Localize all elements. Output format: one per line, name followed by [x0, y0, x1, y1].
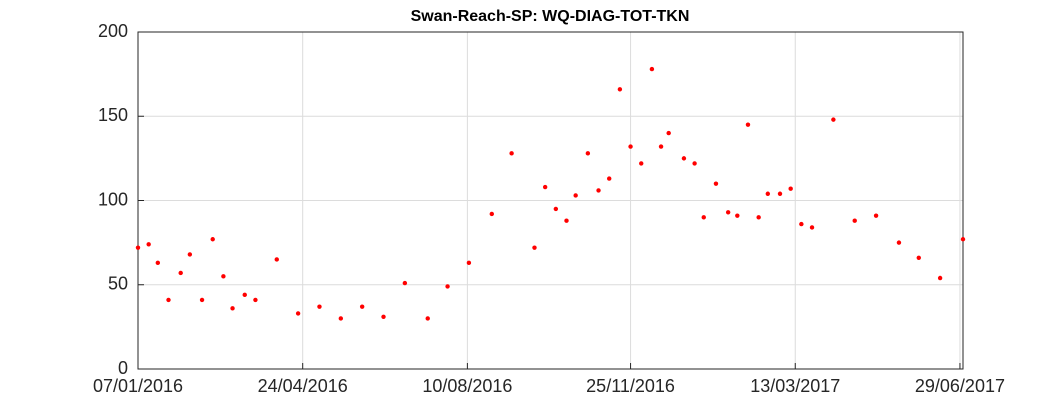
data-point	[166, 297, 171, 303]
data-point	[553, 206, 559, 212]
data-point	[765, 191, 771, 196]
data-point	[509, 151, 514, 156]
x-tick-label: 29/06/2017	[915, 376, 1005, 396]
data-point	[573, 193, 578, 198]
data-point	[725, 210, 731, 215]
data-point	[230, 306, 235, 311]
data-point	[585, 151, 591, 156]
data-point	[135, 245, 141, 250]
data-point	[489, 211, 494, 217]
data-point	[831, 117, 836, 122]
data-point	[295, 311, 301, 316]
data-point	[532, 245, 537, 250]
data-point	[187, 252, 193, 257]
data-point	[658, 144, 664, 149]
data-point	[381, 314, 386, 319]
x-tick-label: 10/08/2016	[422, 376, 512, 396]
data-point	[937, 275, 943, 281]
data-point	[692, 161, 697, 166]
data-point	[596, 188, 601, 193]
data-point	[745, 122, 751, 127]
data-point	[701, 215, 706, 220]
data-point	[178, 270, 183, 276]
data-point	[155, 260, 161, 266]
data-point	[317, 304, 322, 309]
y-tick-label: 200	[98, 21, 128, 41]
data-point	[666, 130, 671, 136]
data-point	[199, 297, 205, 303]
y-tick-label: 150	[98, 105, 128, 125]
data-point	[649, 66, 655, 72]
x-tick-label: 07/01/2016	[93, 376, 183, 396]
data-point	[274, 257, 279, 262]
data-point	[210, 237, 215, 242]
data-point	[146, 242, 151, 247]
data-point	[359, 304, 365, 309]
data-point	[713, 181, 719, 186]
data-point	[402, 280, 408, 286]
data-point	[466, 260, 472, 266]
data-point	[809, 225, 815, 230]
plot-frame	[137, 31, 964, 370]
data-point	[338, 316, 344, 321]
data-point	[735, 213, 740, 218]
data-point	[564, 218, 569, 223]
data-point	[617, 87, 623, 92]
data-point	[788, 186, 793, 191]
x-tick-label: 13/03/2017	[750, 376, 840, 396]
chart-title: Swan-Reach-SP: WQ-DIAG-TOT-TKN	[411, 8, 690, 25]
data-point	[852, 218, 857, 223]
data-point	[242, 292, 247, 298]
data-point	[542, 184, 548, 190]
x-tick-label: 25/11/2016	[586, 376, 675, 396]
data-point	[607, 176, 612, 181]
y-tick-label: 0	[118, 358, 128, 378]
data-point	[777, 191, 783, 196]
x-tick-label: 24/04/2016	[258, 376, 348, 396]
data-point	[221, 274, 226, 279]
data-point	[799, 221, 804, 227]
data-point	[639, 161, 644, 166]
data-point	[916, 255, 921, 260]
data-point	[628, 144, 633, 149]
data-point	[681, 156, 687, 161]
data-point	[445, 284, 450, 289]
data-point	[756, 215, 761, 220]
y-tick-label: 100	[98, 189, 128, 209]
y-tick-label: 50	[108, 274, 128, 294]
data-point	[960, 237, 966, 242]
data-point	[425, 316, 430, 321]
data-point	[873, 213, 879, 218]
data-point	[896, 240, 902, 245]
data-point	[253, 297, 258, 303]
